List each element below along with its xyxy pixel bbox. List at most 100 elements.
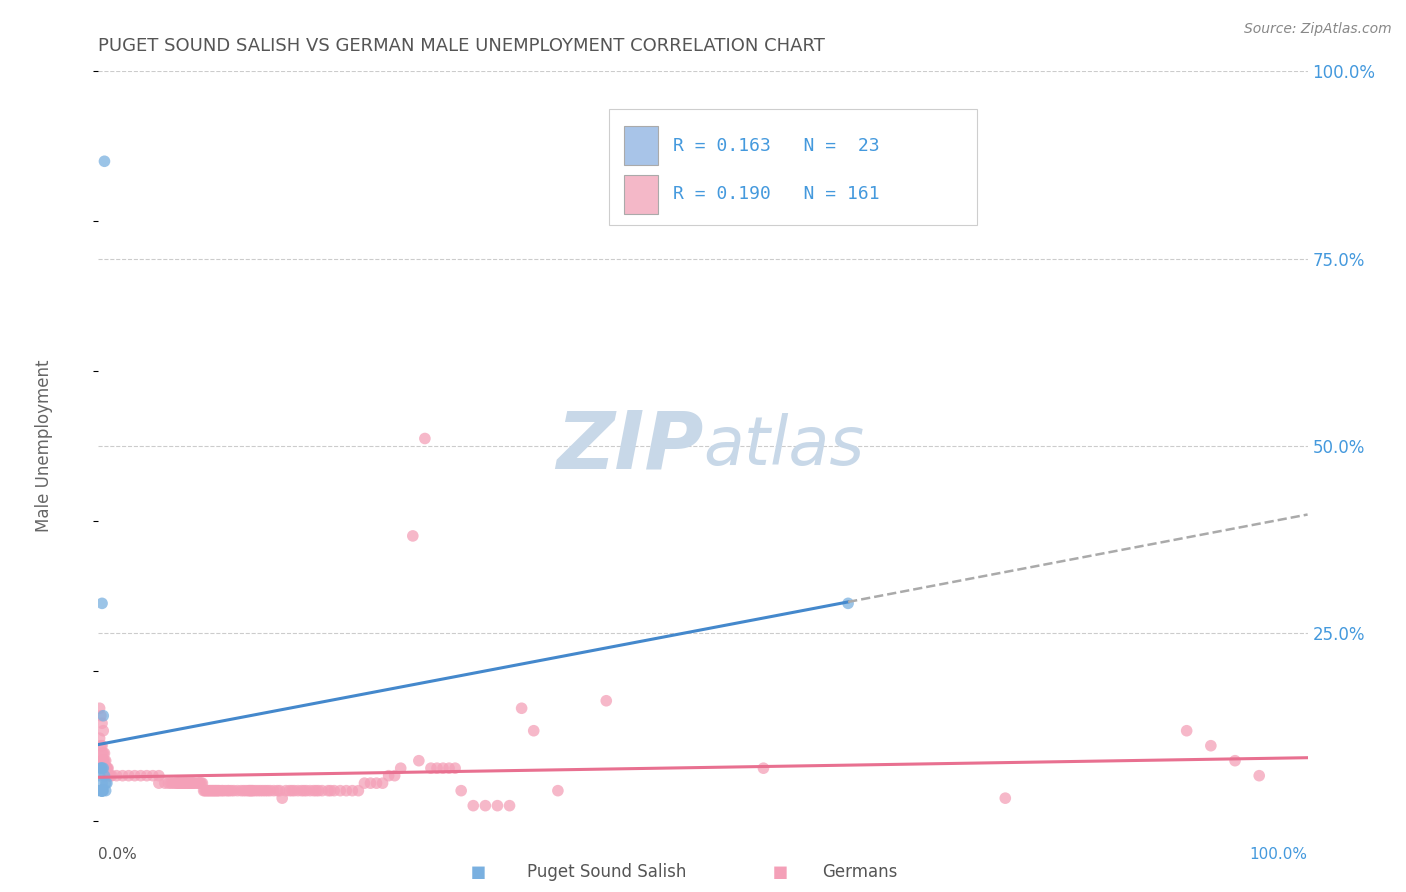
Point — [184, 776, 207, 790]
Point — [111, 769, 134, 783]
Point — [547, 783, 569, 797]
Point — [232, 783, 254, 797]
Point — [181, 776, 204, 790]
Point — [172, 776, 194, 790]
Point — [287, 783, 309, 797]
Point — [177, 776, 200, 790]
Point — [242, 783, 264, 797]
Point — [426, 761, 449, 775]
FancyBboxPatch shape — [624, 126, 658, 165]
Point — [256, 783, 278, 797]
Point — [278, 783, 301, 797]
Point — [323, 783, 346, 797]
Point — [450, 783, 472, 797]
Point — [259, 783, 281, 797]
Point — [1249, 769, 1271, 783]
Point — [162, 776, 184, 790]
FancyBboxPatch shape — [624, 175, 658, 214]
Point — [239, 783, 262, 797]
Point — [302, 783, 325, 797]
Point — [91, 761, 114, 775]
Point — [274, 783, 297, 797]
Point — [173, 776, 195, 790]
Point — [226, 783, 249, 797]
Point — [90, 783, 112, 797]
Point — [91, 754, 114, 768]
Point — [90, 739, 112, 753]
Point — [187, 776, 209, 790]
Point — [202, 783, 225, 797]
Point — [91, 596, 114, 610]
Point — [93, 761, 115, 775]
Point — [498, 798, 520, 813]
Point — [91, 708, 114, 723]
Point — [89, 731, 111, 746]
Point — [200, 783, 222, 797]
Point — [91, 723, 114, 738]
Point — [160, 776, 183, 790]
Point — [91, 783, 114, 797]
Point — [190, 776, 212, 790]
Point — [252, 783, 274, 797]
Point — [402, 529, 425, 543]
Point — [94, 761, 117, 775]
Point — [89, 701, 111, 715]
Point — [193, 783, 215, 797]
Point — [153, 776, 176, 790]
Point — [204, 783, 226, 797]
Point — [195, 783, 218, 797]
Point — [176, 776, 198, 790]
Point — [169, 776, 191, 790]
Point — [167, 776, 190, 790]
Point — [91, 761, 114, 775]
Text: Male Unemployment: Male Unemployment — [35, 359, 53, 533]
Point — [91, 716, 114, 731]
Point — [523, 723, 546, 738]
Point — [335, 783, 357, 797]
Point — [254, 783, 277, 797]
Point — [124, 769, 146, 783]
Point — [263, 783, 285, 797]
Point — [360, 776, 382, 790]
Point — [221, 783, 243, 797]
Point — [247, 783, 270, 797]
Point — [377, 769, 399, 783]
Point — [94, 754, 117, 768]
Point — [266, 783, 288, 797]
Point — [96, 761, 118, 775]
Point — [308, 783, 330, 797]
Point — [366, 776, 388, 790]
Point — [347, 783, 370, 797]
Text: PUGET SOUND SALISH VS GERMAN MALE UNEMPLOYMENT CORRELATION CHART: PUGET SOUND SALISH VS GERMAN MALE UNEMPL… — [98, 37, 825, 54]
Text: ▪: ▪ — [470, 861, 486, 884]
Point — [191, 776, 214, 790]
Point — [96, 776, 118, 790]
Text: R = 0.163   N =  23: R = 0.163 N = 23 — [672, 136, 879, 154]
Point — [1223, 754, 1246, 768]
Point — [198, 783, 221, 797]
Point — [93, 761, 115, 775]
Point — [94, 761, 117, 775]
Point — [89, 783, 111, 797]
Point — [204, 783, 226, 797]
Point — [329, 783, 352, 797]
Point — [179, 776, 201, 790]
Point — [89, 769, 111, 783]
Point — [91, 761, 114, 775]
Point — [217, 783, 239, 797]
Point — [269, 783, 291, 797]
Point — [91, 746, 114, 760]
Point — [595, 694, 617, 708]
Point — [157, 776, 180, 790]
Text: 100.0%: 100.0% — [1250, 847, 1308, 862]
Point — [463, 798, 485, 813]
Point — [205, 783, 228, 797]
Text: 0.0%: 0.0% — [98, 847, 138, 862]
Point — [179, 776, 201, 790]
Point — [235, 783, 257, 797]
Point — [91, 754, 114, 768]
Point — [91, 783, 114, 797]
Point — [240, 783, 263, 797]
Point — [211, 783, 233, 797]
Point — [194, 783, 217, 797]
